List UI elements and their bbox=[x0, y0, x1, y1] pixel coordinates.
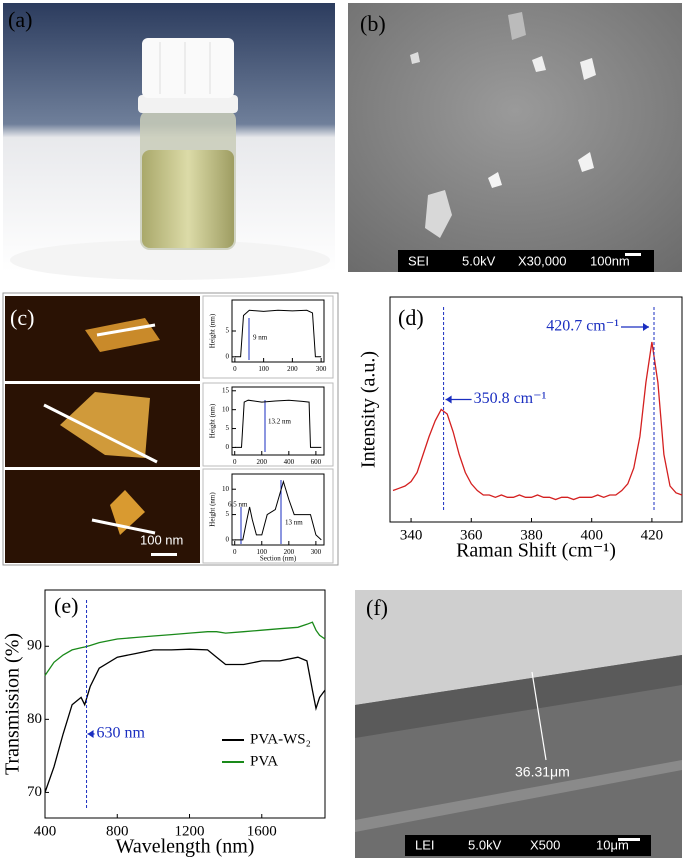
x-tick-label: 600 bbox=[311, 458, 322, 466]
info-bar-text: 5.0kV bbox=[468, 837, 502, 852]
afm-panel bbox=[2, 292, 339, 566]
panel-label: (f) bbox=[366, 595, 388, 620]
x-tick-label: 300 bbox=[316, 365, 327, 373]
x-tick-label: 100 bbox=[258, 365, 269, 373]
sem-cross-section bbox=[355, 590, 682, 858]
plot-frame bbox=[231, 473, 325, 546]
panel-label: (a) bbox=[8, 7, 32, 32]
y-tick-label: 80 bbox=[27, 711, 42, 727]
series-line bbox=[44, 621, 326, 676]
y-tick-label: 0 bbox=[226, 443, 230, 451]
plot-frame bbox=[231, 386, 325, 456]
series-line bbox=[392, 341, 683, 501]
info-bar-text: X30,000 bbox=[518, 253, 566, 268]
y-axis-label: Height (nm) bbox=[209, 403, 217, 438]
x-tick-label: 1200 bbox=[175, 823, 205, 839]
x-tick-label: 400 bbox=[284, 458, 295, 466]
y-tick-label: 15 bbox=[222, 386, 230, 394]
x-tick-label: 100 bbox=[257, 548, 268, 556]
x-tick-label: 340 bbox=[400, 527, 423, 543]
measurement-label: 36.31μm bbox=[515, 764, 570, 780]
plot-frame bbox=[44, 589, 326, 819]
x-axis-label: Section (nm) bbox=[260, 555, 297, 563]
panel-label: (c) bbox=[10, 305, 34, 330]
y-tick-label: 90 bbox=[27, 638, 42, 654]
x-tick-label: 400 bbox=[34, 823, 57, 839]
annotation: 13 nm bbox=[285, 519, 303, 527]
y-tick-label: 5 bbox=[226, 510, 230, 518]
y-axis-label: Height (nm) bbox=[209, 313, 217, 348]
info-bar-text: 100nm bbox=[590, 253, 630, 268]
x-tick-label: 200 bbox=[287, 365, 298, 373]
x-axis-label: Raman Shift (cm⁻¹) bbox=[456, 540, 616, 562]
x-tick-label: 200 bbox=[284, 548, 295, 556]
x-tick-label: 360 bbox=[460, 527, 483, 543]
marker-label: 630 nm bbox=[97, 725, 146, 742]
series-line bbox=[234, 309, 322, 358]
y-axis-label: Height (nm) bbox=[209, 492, 217, 527]
x-tick-label: 420 bbox=[641, 527, 664, 543]
panel-label: (d) bbox=[398, 305, 424, 330]
scale-label: 100 nm bbox=[140, 532, 183, 547]
panel-label: (e) bbox=[54, 593, 78, 618]
photo-vial bbox=[3, 3, 335, 280]
info-bar-text: LEI bbox=[415, 837, 435, 852]
info-bar-text: 10μm bbox=[596, 837, 629, 852]
x-tick-label: 0 bbox=[233, 548, 237, 556]
marker-label: 350.8 cm⁻¹ bbox=[474, 390, 547, 407]
y-tick-label: 5 bbox=[226, 424, 230, 432]
sem-image bbox=[348, 3, 682, 272]
y-tick-label: 0 bbox=[226, 352, 230, 360]
annotation: 6.5 nm bbox=[228, 501, 248, 509]
info-bar-text: 5.0kV bbox=[462, 253, 496, 268]
x-axis-label: Wavelength (nm) bbox=[116, 836, 255, 858]
marker-label: 420.7 cm⁻¹ bbox=[546, 318, 619, 335]
x-tick-label: 0 bbox=[233, 458, 237, 466]
arrow-head bbox=[87, 729, 94, 738]
x-tick-label: 400 bbox=[580, 527, 603, 543]
series-line bbox=[234, 399, 322, 448]
y-tick-label: 10 bbox=[222, 485, 230, 493]
series-line bbox=[234, 479, 322, 541]
panel-label: (b) bbox=[360, 11, 386, 36]
y-axis-label: Transmission (%) bbox=[2, 633, 24, 775]
y-tick-label: 10 bbox=[222, 405, 230, 413]
arrow-head bbox=[445, 395, 452, 404]
info-bar-text: X500 bbox=[530, 837, 560, 852]
y-tick-label: 0 bbox=[226, 536, 230, 544]
plot-frame bbox=[389, 296, 683, 523]
y-tick-label: 70 bbox=[27, 784, 42, 800]
info-bar-text: SEI bbox=[408, 253, 429, 268]
x-tick-label: 200 bbox=[257, 458, 268, 466]
arrow-head bbox=[643, 323, 650, 331]
x-tick-label: 300 bbox=[311, 548, 322, 556]
x-tick-label: 0 bbox=[233, 365, 237, 373]
x-tick-label: 1600 bbox=[247, 823, 277, 839]
legend-label: PVA bbox=[250, 753, 278, 769]
y-axis-label: Intensity (a.u.) bbox=[358, 351, 380, 468]
legend-label: PVA-WS₂ bbox=[250, 731, 311, 747]
y-tick-label: 5 bbox=[226, 327, 230, 335]
annotation: 13.2 nm bbox=[268, 418, 292, 426]
x-tick-label: 380 bbox=[520, 527, 543, 543]
x-tick-label: 800 bbox=[106, 823, 129, 839]
series-line bbox=[44, 648, 326, 793]
annotation: 9 nm bbox=[253, 334, 268, 342]
